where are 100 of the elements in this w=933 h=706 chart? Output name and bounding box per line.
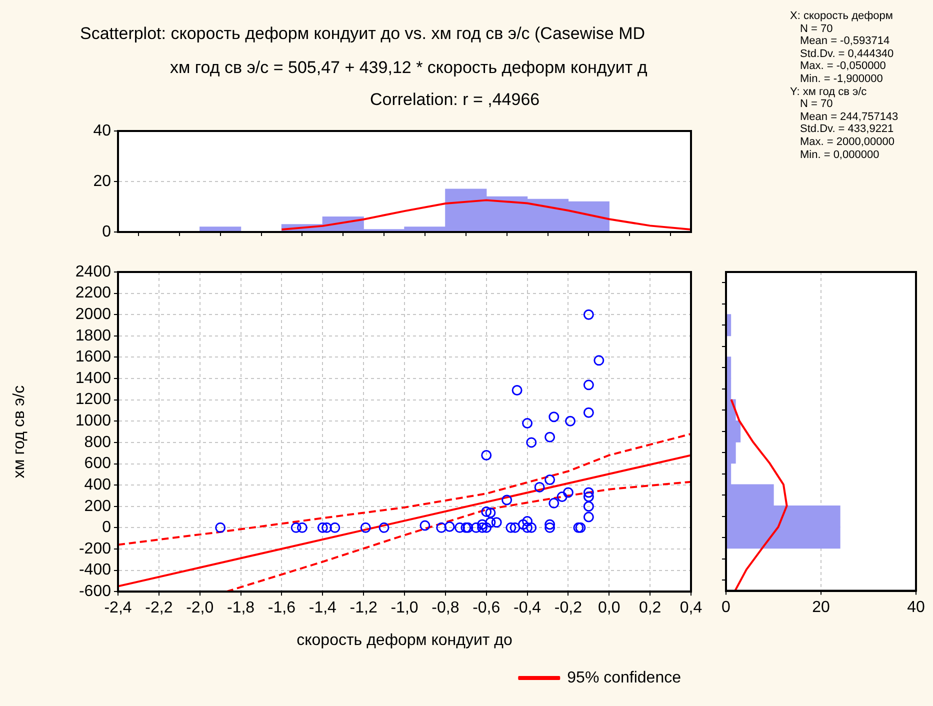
point [317,522,328,533]
point [544,474,556,485]
point [548,498,560,508]
x-tick-label: 0,2 [638,600,662,617]
text: Min. = 0,000000 [799,148,880,162]
point [481,522,492,533]
point [583,492,594,502]
x-tick-label: -1,6 [268,600,296,617]
x-tick-label: -2,0 [186,600,214,617]
y-tick-label: 2400 [75,263,112,280]
text: Std.Dv. = 0,444340 [799,48,895,60]
y-tick-label: 1800 [75,327,112,344]
line-series [225,480,691,592]
point [330,522,340,533]
chart-subtitle: хм год св э/с = 505,47 + 439,12 * скорость деформ кондуит д [170,58,648,78]
x-axis-title: скорость деформ кондуит до [296,632,513,649]
point [522,522,533,533]
point [485,508,496,518]
point [544,522,556,533]
x-tick-label: -0,2 [554,600,582,617]
x-tick-label: 0,4 [680,600,702,617]
y-tick-label: 200 [84,498,112,515]
y-tick-label: 600 [84,455,112,472]
line-series [118,432,691,546]
text: Y: хм год св э/с [790,86,868,98]
point [544,519,556,530]
point [477,522,488,533]
text: Correlation: r = ,44966 [370,90,540,110]
point [526,522,537,533]
point [321,522,332,533]
x-tick-label: 0,0 [598,600,620,617]
point [583,512,594,522]
point [215,522,226,533]
point [477,519,488,530]
point [470,522,482,533]
legend-label: 95% confidence [567,669,682,686]
point [556,492,568,502]
point [583,501,594,512]
point [548,412,560,422]
x-tick-label: -2,2 [145,600,173,617]
point [594,355,604,366]
point [290,522,302,533]
y-tick-label: -400 [78,562,112,579]
point [506,522,516,533]
x-tick-label: 0 [722,598,731,616]
y-tick-label: 2200 [75,284,112,302]
point [522,418,533,429]
text: N = 70 [799,22,834,36]
point [360,522,371,533]
y-tick-label: 1600 [75,348,112,366]
x-tick-label: -2,4 [104,600,132,617]
chart-title: Scatterplot: скорость деформ кондуит до vs. хм год св э/с (Casewise MD [80,24,646,44]
text: Max. = 2000,00000 [799,136,896,149]
point [534,482,545,492]
y-tick-label: 1000 [75,412,112,430]
x-tick-label: -1,2 [350,600,378,617]
point [491,517,502,528]
point [518,519,528,530]
y-tick-label: -600 [78,583,112,600]
y-tick-label: 0 [102,223,112,240]
text: Mean = -0,593714 [799,35,891,48]
text: X: скорость деформ [790,10,894,23]
x-tick-label: -1,8 [226,600,255,617]
point [583,407,594,418]
point [502,494,512,506]
x-tick-label: -0,4 [513,600,542,617]
point [526,437,537,448]
y-tick-label: 0 [102,519,112,536]
y-tick-label: 800 [84,434,112,451]
point [444,521,455,532]
point [512,385,522,396]
point [565,416,576,426]
y-tick-label: 40 [93,122,112,140]
y-tick-label: 400 [84,476,112,494]
x-tick-label: -0,8 [432,600,460,617]
point [420,520,430,531]
point [510,522,520,533]
x-tick-label: 20 [812,598,830,616]
point [583,380,594,390]
text: Min. = -1,900000 [799,72,884,86]
x-tick-label: 40 [907,598,925,616]
y-tick-label: 1200 [75,391,112,408]
text: Std.Dv. = 433,9221 [799,123,895,136]
point [481,506,492,517]
y-tick-label: 1400 [75,370,112,387]
point [378,522,390,533]
x-tick-label: -0,6 [472,600,500,617]
y-tick-label: -200 [78,540,112,558]
y-tick-label: 20 [93,172,112,190]
point [562,487,574,498]
point [296,522,308,533]
x-tick-label: -1,4 [308,600,337,617]
point [583,309,594,320]
text: Mean = 244,757143 [799,110,898,124]
text: N = 70 [799,98,834,111]
point [544,432,556,442]
point [522,516,533,527]
point [454,522,466,533]
point [436,522,447,533]
point [481,450,492,460]
